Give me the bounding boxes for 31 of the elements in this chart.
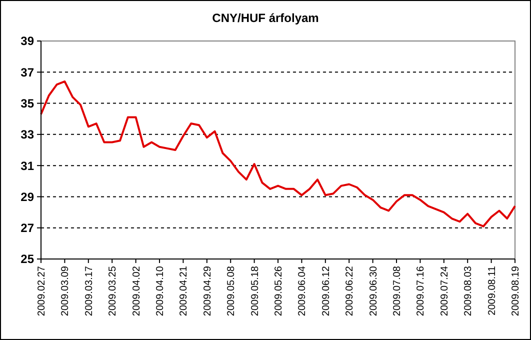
- x-tick-label: 2009.06.12: [320, 266, 332, 316]
- x-tick-label: 2009.07.08: [392, 266, 403, 316]
- x-tick-label: 2009.06.30: [368, 266, 380, 316]
- y-tick-label: 31: [20, 158, 34, 173]
- x-tick-label: 2009.07.16: [416, 266, 427, 316]
- x-tick-label: 2009.03.09: [60, 266, 72, 316]
- x-tick-label: 2009.05.18: [250, 266, 261, 316]
- x-tick-label: 2009.04.10: [155, 266, 166, 316]
- chart-title: CNY/HUF árfolyam: [212, 11, 319, 25]
- x-tick-label: 2009.08.11: [486, 266, 498, 316]
- y-tick-label: 27: [20, 221, 34, 236]
- x-tick-label: 2009.05.26: [274, 266, 284, 316]
- x-tick-label: 2009.03.25: [108, 266, 119, 316]
- x-tick-label: 2009.06.04: [297, 266, 308, 316]
- x-tick-label: 2009.08.19: [510, 266, 522, 316]
- y-tick-label: 25: [20, 252, 34, 266]
- line-series: [40, 80, 516, 228]
- x-tick-label: 2009.02.27: [36, 266, 48, 316]
- y-tick-label: 33: [20, 128, 34, 142]
- y-tick-label: 39: [20, 34, 34, 48]
- y-tick-label: 37: [20, 65, 34, 80]
- x-tick-label: 2009.06.22: [344, 266, 356, 316]
- x-tick-label: 2009.08.03: [463, 266, 474, 316]
- x-tick-label: 2009.03.17: [84, 266, 95, 316]
- x-tick-label: 2009.07.24: [439, 266, 450, 316]
- x-tick-label: 2009.04.29: [202, 266, 214, 316]
- x-tick-label: 2009.04.02: [131, 266, 142, 316]
- x-tick-label: 2009.05.08: [226, 266, 238, 316]
- x-tick-label: 2009.04.21: [178, 266, 190, 316]
- y-tick-label: 29: [20, 190, 34, 204]
- y-tick-label: 35: [20, 96, 34, 110]
